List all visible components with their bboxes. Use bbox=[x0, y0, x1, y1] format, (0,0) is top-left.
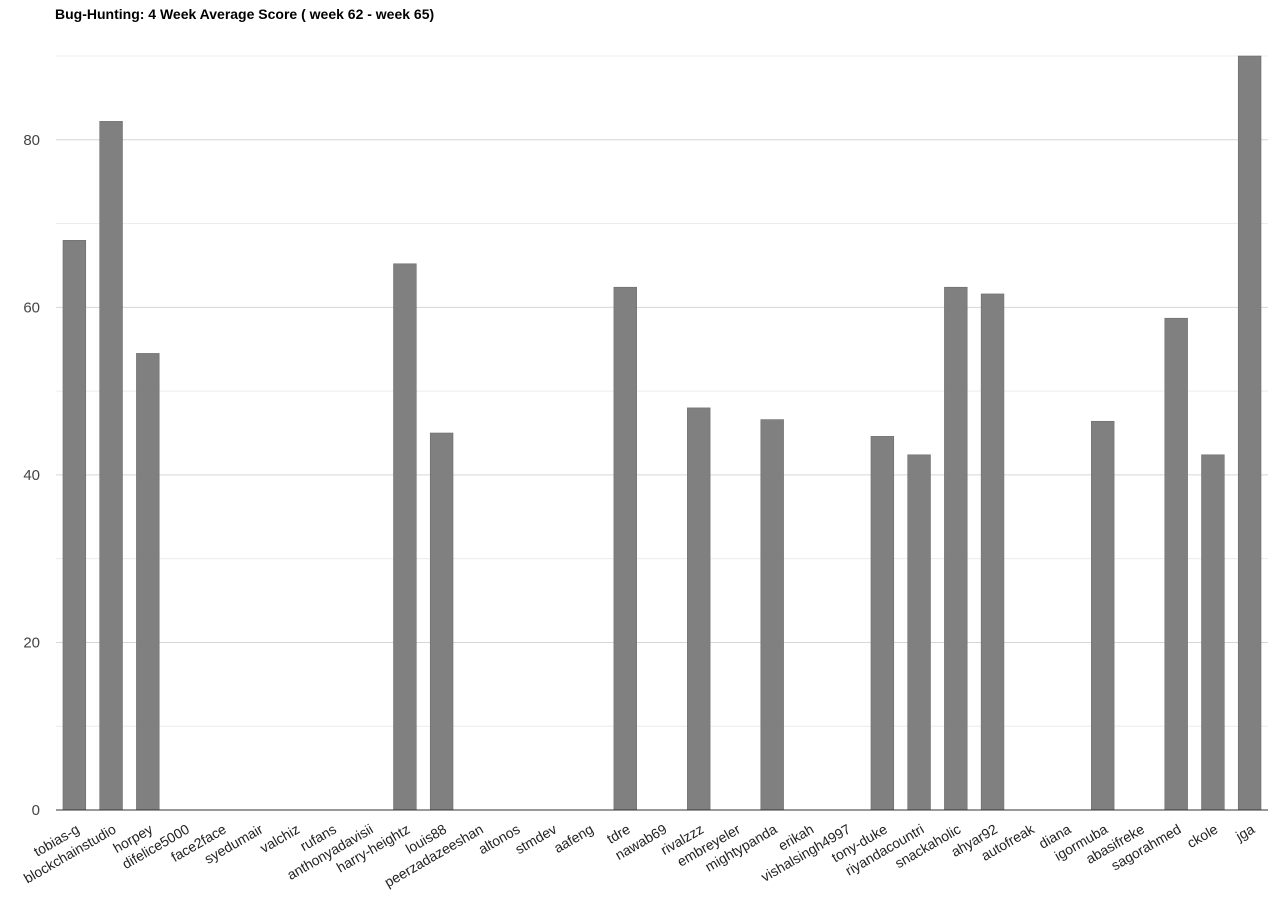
bar-mightypanda[interactable] bbox=[760, 419, 784, 811]
bar-blockchainstudio[interactable] bbox=[99, 121, 123, 811]
x-category-labels: tobias-gblockchainstudiohorpeydifelice50… bbox=[21, 820, 1257, 890]
bar-jga[interactable] bbox=[1237, 55, 1262, 811]
y-tick-label: 60 bbox=[23, 299, 40, 316]
x-category-label: valchiz bbox=[257, 821, 302, 856]
bar-igormuba[interactable] bbox=[1091, 420, 1115, 811]
y-tick-label: 80 bbox=[23, 132, 40, 149]
bar-harry-heightz[interactable] bbox=[393, 263, 417, 811]
y-tick-label: 40 bbox=[23, 467, 40, 484]
bar-horpey[interactable] bbox=[136, 353, 160, 811]
y-tick-label: 0 bbox=[32, 802, 40, 819]
bar-louis88[interactable] bbox=[429, 432, 454, 811]
x-category-label: altonos bbox=[475, 821, 522, 857]
x-category-label: jga bbox=[1232, 821, 1257, 845]
chart-title: Bug-Hunting: 4 Week Average Score ( week… bbox=[55, 6, 435, 22]
x-category-label: ckole bbox=[1184, 821, 1220, 851]
y-tick-label: 20 bbox=[23, 634, 40, 651]
bar-ahyar92[interactable] bbox=[980, 293, 1005, 811]
bar-tony-duke[interactable] bbox=[870, 436, 895, 811]
bar-snackaholic[interactable] bbox=[944, 286, 968, 811]
bar-riyandacountri[interactable] bbox=[907, 454, 931, 811]
bars bbox=[62, 55, 1262, 811]
bar-tobias-g[interactable] bbox=[62, 240, 87, 811]
y-tick-labels: 0 20 40 60 80 bbox=[23, 132, 40, 819]
bar-ckole[interactable] bbox=[1201, 454, 1225, 811]
grid-lines bbox=[56, 55, 1268, 727]
x-category-label: stmdev bbox=[512, 821, 559, 857]
bar-sagorahmed[interactable] bbox=[1164, 317, 1188, 811]
bar-tdre[interactable] bbox=[613, 286, 637, 811]
x-category-label: aafeng bbox=[551, 821, 596, 856]
bar-rivalzzz[interactable] bbox=[687, 407, 711, 811]
